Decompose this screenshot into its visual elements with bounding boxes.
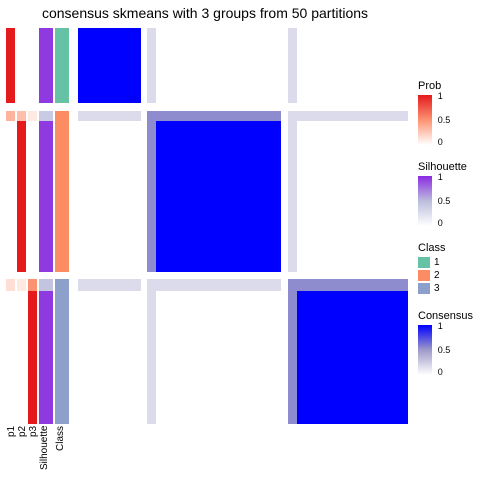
legend-class-item: 3	[418, 283, 502, 294]
anno-col-p1	[6, 28, 15, 424]
anno-col-Silhouette	[39, 28, 53, 424]
legend-sil-bar	[418, 176, 432, 226]
anno-label-Class: Class	[55, 426, 71, 496]
legend-class-item: 1	[418, 257, 502, 268]
consensus-heatmap	[78, 28, 408, 424]
legend-prob: Prob 1 0.5 0	[418, 80, 502, 145]
anno-col-p2	[17, 28, 26, 424]
legend-class-item: 2	[418, 270, 502, 281]
anno-label-p1: p1	[6, 426, 17, 496]
anno-label-p2: p2	[17, 426, 28, 496]
legend-consensus: Consensus 1 0.5 0	[418, 310, 502, 375]
anno-col-p3	[28, 28, 37, 424]
anno-col-Class	[55, 28, 69, 424]
legend-silhouette: Silhouette 1 0.5 0	[418, 161, 502, 226]
legend-cons-bar	[418, 325, 432, 375]
chart-title: consensus skmeans with 3 groups from 50 …	[0, 5, 410, 21]
legend-class: Class 123	[418, 242, 502, 294]
legend-prob-bar	[418, 95, 432, 145]
annotation-columns	[6, 28, 74, 424]
anno-label-p3: p3	[28, 426, 39, 496]
legends-panel: Prob 1 0.5 0 Silhouette 1 0.5 0 Class 12…	[418, 80, 502, 391]
anno-label-Silhouette: Silhouette	[39, 426, 55, 496]
annotation-axis-labels: p1p2p3SilhouetteClass	[6, 426, 74, 496]
